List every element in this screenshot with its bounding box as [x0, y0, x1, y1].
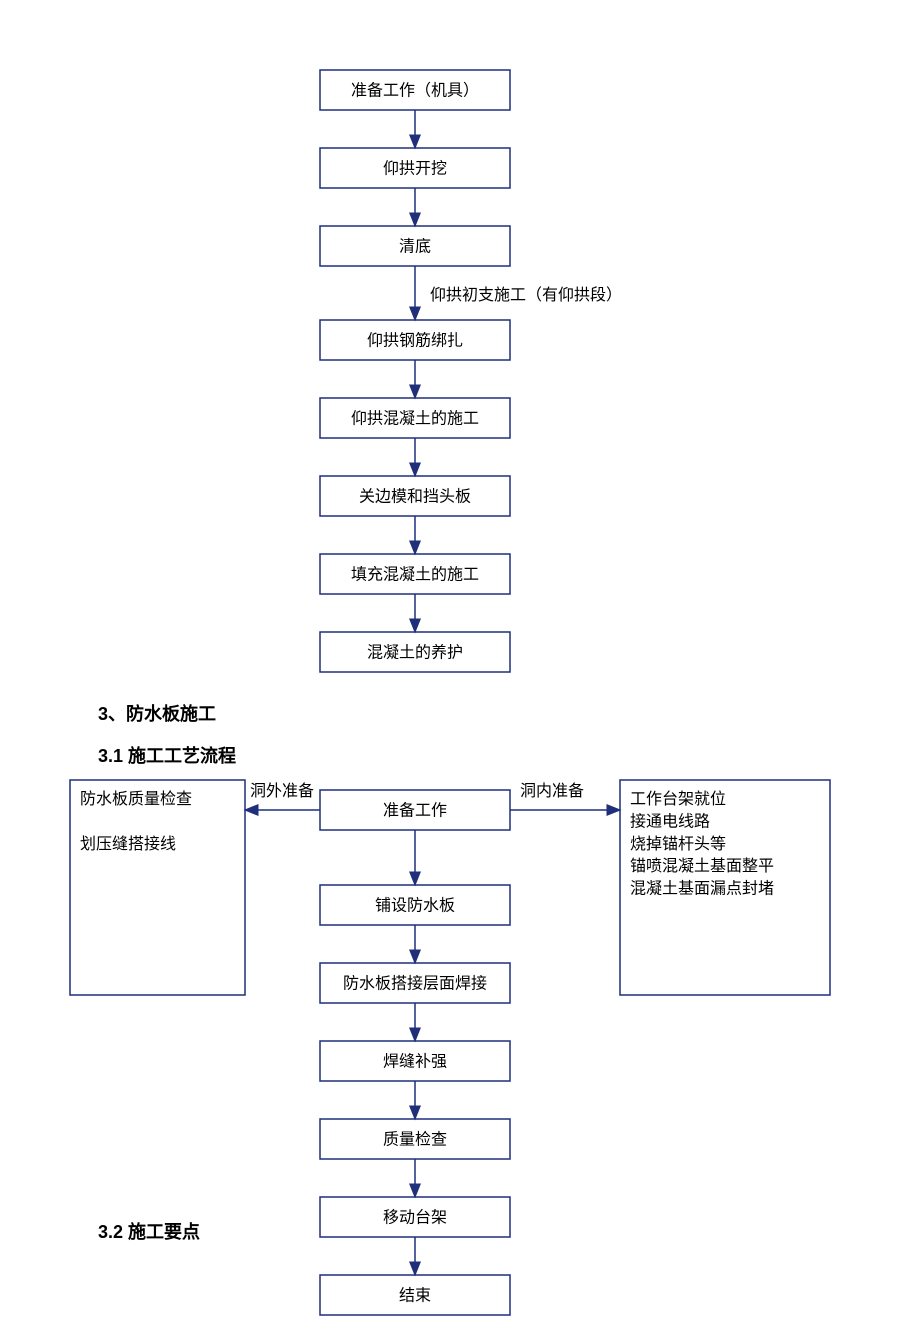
flow2-right-box-line: 接通电线路: [630, 812, 710, 830]
flow2-right-box-line: 锚喷混凝土基面整平: [630, 857, 774, 875]
branch-label-right: 洞内准备: [520, 782, 584, 800]
flow2-left-box-line: 防水板质量检查: [80, 790, 192, 808]
flow2-node-m5-label: 质量检查: [383, 1131, 447, 1149]
flow1-node-n7-label: 填充混凝土的施工: [351, 566, 479, 584]
flow1-node-n3-label: 清底: [399, 238, 431, 256]
flow1-node-n8-label: 混凝土的养护: [367, 644, 463, 662]
flow2-right-box-line: 工作台架就位: [630, 790, 726, 808]
flow2-left-box-line: 划压缝搭接线: [80, 835, 176, 853]
flow2-left-box: [70, 780, 245, 995]
flow2-node-m4-label: 焊缝补强: [383, 1053, 447, 1071]
flow2-node-m1-label: 准备工作: [383, 802, 447, 820]
flow1-node-n2-label: 仰拱开挖: [383, 160, 447, 178]
branch-label-left: 洞外准备: [250, 782, 314, 800]
flow1-node-n5-label: 仰拱混凝土的施工: [351, 410, 479, 428]
flow1-node-n6-label: 关边模和挡头板: [359, 488, 471, 506]
flow2-node-m3-label: 防水板搭接层面焊接: [343, 975, 487, 993]
flow2-right-box-line: 混凝土基面漏点封堵: [630, 880, 774, 898]
flow2-node-m2-label: 铺设防水板: [375, 897, 455, 915]
heading-h1: 3、防水板施工: [98, 700, 216, 726]
heading-h2: 3.1 施工工艺流程: [98, 742, 236, 768]
flow1-node-n4-label: 仰拱钢筋绑扎: [367, 332, 463, 350]
flow1-annotation: 仰拱初支施工（有仰拱段）: [430, 286, 622, 304]
heading-h3: 3.2 施工要点: [98, 1218, 200, 1244]
flow2-node-m6-label: 移动台架: [383, 1209, 447, 1227]
flow2-right-box-line: 烧掉锚杆头等: [630, 835, 726, 853]
flow1-node-n1-label: 准备工作（机具）: [351, 82, 479, 100]
